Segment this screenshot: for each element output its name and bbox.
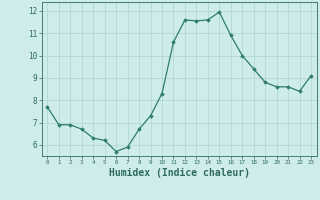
X-axis label: Humidex (Indice chaleur): Humidex (Indice chaleur): [109, 168, 250, 178]
